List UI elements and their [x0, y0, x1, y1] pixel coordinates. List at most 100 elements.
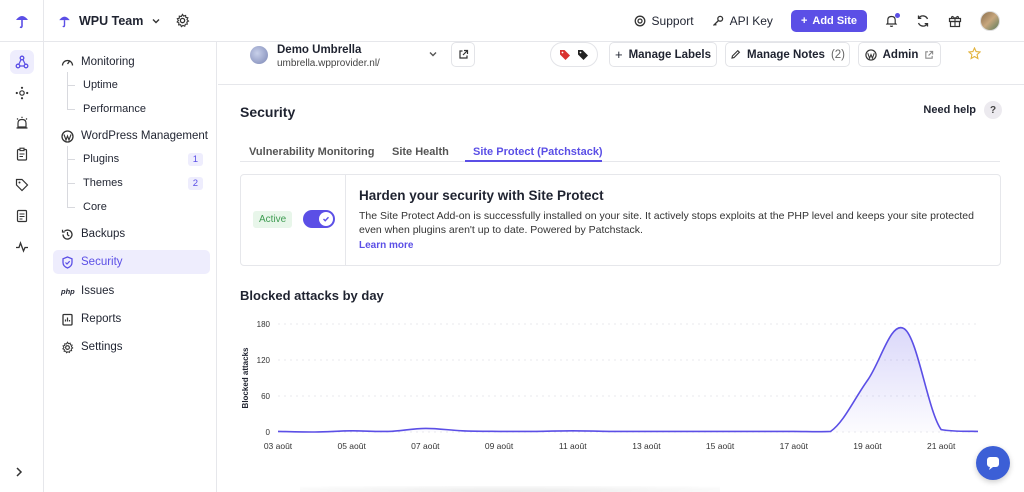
red-tag-icon	[560, 49, 570, 60]
rail-network-button[interactable]	[10, 81, 34, 105]
nav-performance[interactable]: Performance	[83, 98, 203, 120]
nav-reports[interactable]: Reports	[53, 307, 210, 331]
tab-site-protect[interactable]: Site Protect (Patchstack)	[473, 146, 603, 158]
nav-monitoring[interactable]: Monitoring	[53, 50, 210, 74]
status-badge: Active	[253, 211, 293, 228]
user-avatar[interactable]	[980, 11, 1000, 31]
manage-notes-label: Manage Notes	[746, 48, 825, 61]
plus-icon: +	[800, 15, 808, 27]
tree-hook	[67, 85, 75, 86]
manage-labels-button[interactable]: + Manage Labels	[609, 42, 717, 67]
team-switcher[interactable]: WPU Team	[58, 14, 161, 28]
site-url: umbrella.wpprovider.nl/	[277, 58, 380, 69]
nav-performance-label: Performance	[83, 103, 146, 115]
open-site-button[interactable]	[451, 42, 475, 67]
manage-notes-button[interactable]: Manage Notes (2)	[725, 42, 850, 67]
site-protect-toggle[interactable]	[303, 210, 335, 228]
tree-hook	[67, 109, 75, 110]
black-tag-icon	[578, 49, 588, 60]
nav-themes-label: Themes	[83, 177, 123, 189]
top-actions: Support API Key + Add Site	[634, 0, 1000, 42]
nav-reports-label: Reports	[81, 313, 122, 325]
team-settings-button[interactable]	[175, 13, 190, 28]
gift-button[interactable]	[948, 14, 962, 28]
nav-core[interactable]: Core	[83, 196, 203, 218]
plus-icon: +	[614, 47, 623, 62]
x-tick-label: 03 août	[264, 441, 293, 451]
site-header: Demo Umbrella umbrella.wpprovider.nl/ + …	[218, 42, 1024, 85]
themes-count-badge: 2	[187, 176, 203, 190]
rail-sites-button[interactable]	[10, 50, 34, 74]
umbrella-logo[interactable]	[0, 0, 44, 42]
site-name: Demo Umbrella	[277, 44, 362, 56]
nav-uptime[interactable]: Uptime	[83, 74, 203, 96]
learn-more-link[interactable]: Learn more	[359, 240, 414, 251]
nav-settings-label: Settings	[81, 341, 123, 353]
nav-wordpress-management[interactable]: WordPress Management	[53, 124, 210, 148]
support-link[interactable]: Support	[634, 14, 694, 28]
x-tick-label: 11 août	[559, 441, 587, 451]
nav-monitoring-label: Monitoring	[81, 56, 135, 68]
add-site-label: Add Site	[812, 15, 857, 27]
wordpress-icon	[864, 48, 877, 61]
rail-document-button[interactable]	[10, 204, 34, 228]
x-tick-label: 19 août	[853, 441, 882, 451]
nav-plugins[interactable]: Plugins 1	[83, 148, 203, 170]
toggle-knob	[319, 212, 333, 226]
y-tick-label: 60	[261, 392, 270, 401]
site-protect-card: Active Harden your security with Site Pr…	[240, 174, 1001, 266]
nav-issues-label: Issues	[81, 285, 115, 297]
nav-security[interactable]: Security	[53, 250, 210, 274]
gear-icon	[62, 340, 74, 354]
x-tick-label: 07 août	[411, 441, 440, 451]
tab-site-health[interactable]: Site Health	[392, 146, 449, 158]
shield-icon	[62, 255, 73, 269]
top-bar: WPU Team Support API Key + Add Site	[0, 0, 1024, 42]
wp-admin-button[interactable]: Admin	[858, 42, 941, 67]
nav-backups[interactable]: Backups	[53, 222, 210, 246]
tag-icon	[15, 178, 29, 192]
rail-tag-button[interactable]	[10, 173, 34, 197]
rail-alarm-button[interactable]	[10, 111, 34, 135]
scroll-shadow	[300, 486, 720, 492]
external-link-icon	[458, 49, 468, 59]
chat-support-button[interactable]	[976, 446, 1010, 480]
gift-icon	[948, 15, 962, 28]
rail-activity-button[interactable]	[10, 235, 34, 259]
y-axis-label: Blocked attacks	[241, 347, 250, 408]
y-tick-label: 180	[257, 320, 271, 329]
nav-wordpress-management-label: WordPress Management	[81, 130, 208, 142]
tree-hook	[67, 207, 75, 208]
chart-title: Blocked attacks by day	[240, 288, 384, 303]
y-tick-label: 0	[266, 428, 271, 437]
document-icon	[16, 209, 28, 223]
favorite-button[interactable]	[967, 46, 982, 63]
tab-vulnerability-monitoring[interactable]: Vulnerability Monitoring	[249, 146, 375, 158]
chevron-down-icon	[429, 52, 437, 57]
add-site-button[interactable]: + Add Site	[790, 10, 867, 32]
tree-hook	[67, 183, 75, 184]
site-switcher-button[interactable]	[428, 49, 438, 62]
page-title: Security	[240, 104, 296, 120]
series-area	[278, 327, 978, 432]
site-labels-button[interactable]	[550, 42, 598, 67]
wordpress-icon	[61, 129, 74, 143]
network-icon	[15, 86, 29, 100]
nav-issues[interactable]: php Issues	[53, 279, 210, 303]
api-key-link[interactable]: API Key	[712, 14, 773, 28]
refresh-button[interactable]	[916, 14, 930, 28]
umbrella-logo-icon	[15, 15, 28, 28]
nav-settings[interactable]: Settings	[53, 335, 210, 359]
security-tabs: Vulnerability Monitoring Site Health Sit…	[240, 142, 1000, 162]
clipboard-icon	[16, 147, 28, 161]
need-help-button[interactable]: Need help ?	[923, 101, 1002, 119]
rail-clipboard-button[interactable]	[10, 142, 34, 166]
nav-backups-label: Backups	[81, 228, 126, 240]
nav-themes[interactable]: Themes 2	[83, 172, 203, 194]
nav-security-label: Security	[81, 256, 123, 268]
php-icon: php	[61, 286, 75, 296]
chevron-down-icon	[152, 18, 160, 23]
x-tick-label: 15 août	[706, 441, 735, 451]
notifications-button[interactable]	[885, 13, 900, 28]
expand-sidebar-button[interactable]	[14, 466, 24, 481]
